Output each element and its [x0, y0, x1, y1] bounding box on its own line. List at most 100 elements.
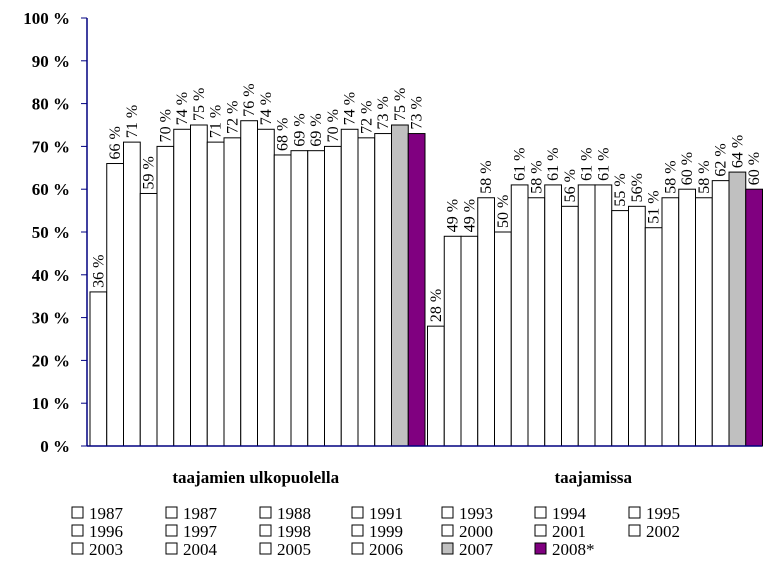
data-label: 72 %	[358, 101, 375, 134]
legend-swatch	[259, 542, 272, 555]
legend-label: 2004	[183, 540, 218, 559]
legend-swatch	[534, 542, 547, 555]
data-label: 59 %	[141, 156, 158, 189]
data-label: 55 %	[612, 173, 629, 206]
data-label: 70 %	[325, 109, 342, 142]
bar	[407, 133, 426, 447]
bar	[745, 188, 763, 447]
legend-label: 1995	[646, 504, 680, 523]
data-label: 58 %	[662, 160, 679, 193]
legend-swatch	[71, 506, 84, 519]
data-label: 71 %	[124, 105, 141, 138]
bar	[644, 227, 663, 447]
data-label: 28 %	[428, 289, 445, 322]
bar	[728, 171, 747, 447]
legend-label: 2006	[369, 540, 403, 559]
bar	[577, 184, 596, 447]
data-label: 71 %	[208, 105, 225, 138]
bar	[510, 184, 529, 447]
legend-swatch	[259, 506, 272, 519]
bar	[391, 124, 409, 447]
data-label: 60 %	[679, 152, 696, 185]
legend-swatch	[351, 524, 364, 537]
y-tick-label: 70 %	[32, 137, 70, 156]
data-label: 74 %	[174, 92, 191, 125]
bar	[223, 137, 242, 447]
legend-label: 2002	[646, 522, 680, 541]
legend-label: 2000	[459, 522, 493, 541]
data-label: 60 %	[746, 152, 763, 185]
data-label: 58 %	[696, 160, 713, 193]
data-label: 56 %	[562, 169, 579, 202]
bar	[527, 197, 546, 447]
legend-swatch	[441, 506, 454, 519]
y-tick-label: 60 %	[32, 180, 70, 199]
bar	[460, 235, 479, 447]
data-label: 74 %	[258, 92, 275, 125]
bar	[711, 180, 730, 447]
y-tick-label: 50 %	[32, 223, 70, 242]
data-label: 75 %	[191, 88, 208, 121]
bar	[324, 145, 342, 447]
y-tick-label: 10 %	[32, 394, 70, 413]
bar	[173, 128, 191, 447]
bar	[494, 231, 512, 447]
legend-label: 2001	[552, 522, 586, 541]
y-tick-label: 0 %	[40, 437, 70, 456]
y-tick-label: 40 %	[32, 266, 70, 285]
bar	[477, 197, 495, 447]
legend-swatch	[351, 542, 364, 555]
legend-swatch	[441, 542, 454, 555]
data-label: 61 %	[595, 148, 612, 181]
legend-label: 1998	[277, 522, 311, 541]
legend-label: 2007	[459, 540, 494, 559]
legend-swatch	[351, 506, 364, 519]
bar	[374, 133, 392, 447]
legend-label: 1988	[277, 504, 311, 523]
data-label: 64 %	[729, 135, 746, 168]
bar	[678, 188, 696, 447]
data-label: 72 %	[224, 101, 241, 134]
data-label: 61 %	[579, 148, 596, 181]
bar	[340, 128, 359, 447]
data-label: 68 %	[275, 118, 292, 151]
legend-label: 2008*	[552, 540, 595, 559]
bar	[443, 235, 462, 447]
bar	[206, 141, 225, 447]
legend-label: 2005	[277, 540, 311, 559]
data-label: 66 %	[107, 126, 124, 159]
category-label: taajamissa	[555, 468, 633, 487]
data-label: 56%	[629, 173, 646, 202]
bar	[628, 205, 646, 447]
y-tick-label: 100 %	[23, 9, 70, 28]
bar	[290, 150, 309, 447]
bar	[123, 141, 141, 447]
legend-swatch	[441, 524, 454, 537]
bar	[190, 124, 208, 447]
data-label: 58 %	[528, 160, 545, 193]
data-label: 73 %	[375, 96, 392, 129]
legend-label: 1987	[89, 504, 124, 523]
legend-label: 1993	[459, 504, 493, 523]
data-label: 61 %	[512, 148, 529, 181]
data-label: 74 %	[342, 92, 359, 125]
bar	[106, 163, 124, 447]
data-label: 50 %	[495, 195, 512, 228]
legend-swatch	[71, 524, 84, 537]
legend-swatch	[71, 542, 84, 555]
legend-label: 1996	[89, 522, 123, 541]
bar	[561, 205, 579, 447]
legend-label: 1997	[183, 522, 218, 541]
bar	[594, 184, 613, 447]
legend-swatch	[165, 506, 178, 519]
legend-label: 2003	[89, 540, 123, 559]
bar	[357, 137, 376, 447]
legend-label: 1999	[369, 522, 403, 541]
bar	[273, 154, 292, 447]
data-label: 70 %	[157, 109, 174, 142]
data-label: 75 %	[392, 88, 409, 121]
y-tick-label: 80 %	[32, 95, 70, 114]
bar	[89, 291, 108, 447]
bar	[257, 128, 275, 447]
